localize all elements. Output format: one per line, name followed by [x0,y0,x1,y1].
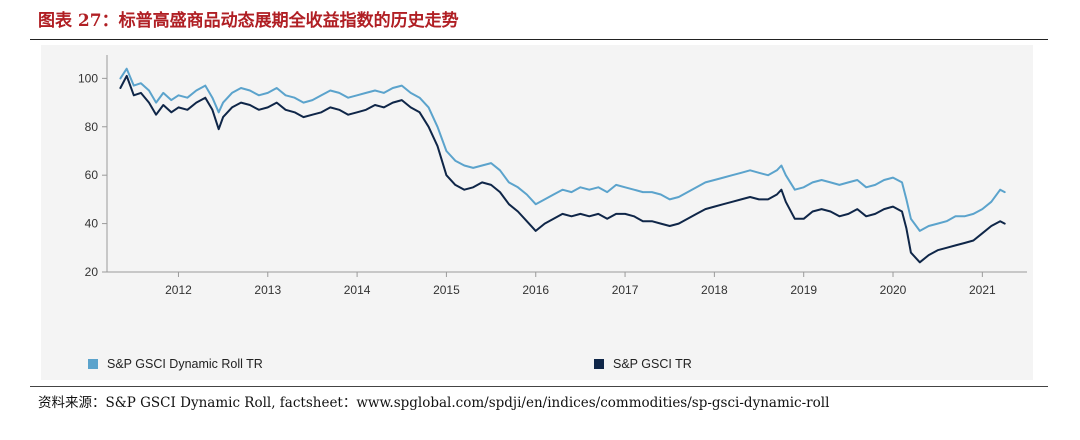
series-line-gsci-tr [119,74,1006,264]
x-tick-label: 2019 [790,283,817,297]
x-tick-label: 2017 [612,283,639,297]
x-tick-label: 2013 [254,283,281,297]
x-tick-label: 2016 [522,283,549,297]
x-tick-label: 2021 [969,283,996,297]
x-axis: 2012 2013 2014 2015 2016 2017 2018 2019 2020 2021 [107,271,1027,297]
x-tick-label: 2020 [880,283,907,297]
y-tick-label: 40 [85,217,99,231]
x-tick-label: 2014 [344,283,371,297]
legend-swatch-gsci-tr [594,359,604,369]
y-tick-label: 100 [78,71,98,85]
bottom-rule [30,386,1048,387]
y-tick-label: 20 [85,265,99,279]
series-line-dynamic-roll [119,67,1006,232]
series-layer [119,67,1006,264]
legend-label-gsci-tr: S&P GSCI TR [613,357,692,371]
legend-item-gsci-tr: S&P GSCI TR [594,355,692,373]
legend-swatch-dynamic-roll [88,359,98,369]
line-chart: 20 40 60 80 100 2012 2013 2014 2015 2016 2017 2018… [78,55,1027,297]
x-tick-label: 2015 [433,283,460,297]
y-tick-label: 80 [85,120,99,134]
legend-item-dynamic-roll: S&P GSCI Dynamic Roll TR [88,355,263,373]
source-note: 资料来源：S&P GSCI Dynamic Roll, factsheet：ww… [38,395,830,411]
y-tick-label: 60 [85,168,99,182]
figure-title: 图表 27：标普高盛商品动态展期全收益指数的历史走势 [38,11,459,31]
top-rule [30,39,1048,40]
legend-label-dynamic-roll: S&P GSCI Dynamic Roll TR [107,357,263,371]
y-axis: 20 40 60 80 100 [78,55,108,279]
x-tick-label: 2012 [165,283,192,297]
chart-panel: 20 40 60 80 100 2012 2013 2014 2015 2016 2017 2018… [41,45,1033,380]
x-tick-label: 2018 [701,283,728,297]
